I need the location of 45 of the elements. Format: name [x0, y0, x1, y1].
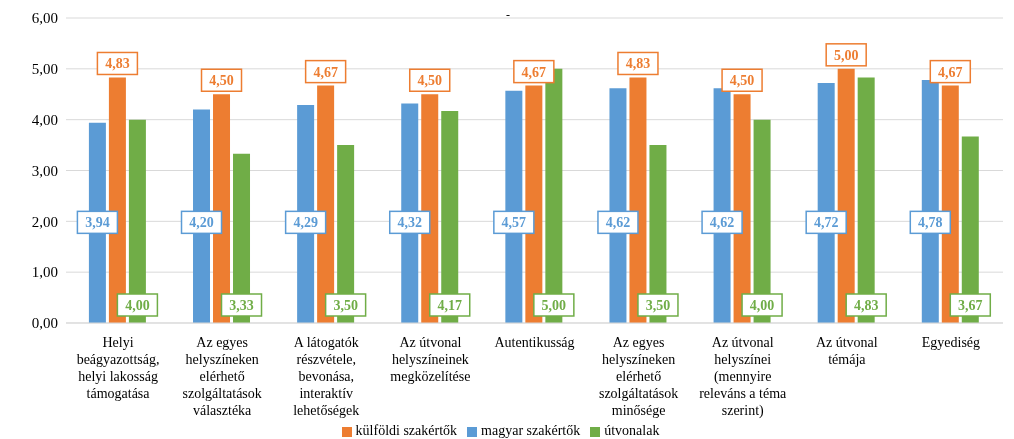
data-label: 4,67: [938, 64, 963, 80]
data-label: 4,32: [397, 215, 422, 231]
data-label: 4,78: [918, 215, 943, 231]
data-label: 5,00: [833, 47, 859, 63]
legend-label: külföldi szakértők: [355, 423, 458, 438]
data-label: 4,29: [293, 215, 318, 231]
data-label: 4,20: [189, 215, 214, 231]
data-label: 3,50: [333, 298, 358, 313]
data-label: 4,00: [125, 298, 150, 313]
legend-label: magyar szakértők: [481, 423, 581, 438]
y-tick-label: 2,00: [31, 213, 58, 230]
data-label: 4,62: [605, 215, 631, 231]
y-tick-label: 5,00: [31, 61, 58, 78]
data-label: 4,00: [749, 298, 775, 313]
legend-label: útvonalak: [604, 423, 660, 438]
y-tick-label: 1,00: [31, 264, 58, 281]
data-label: 5,00: [541, 298, 567, 313]
y-tick-label: 6,00: [31, 10, 58, 27]
data-label: 3,50: [645, 298, 671, 313]
x-tick-label: Egyediség: [921, 334, 981, 350]
y-tick-label: 4,00: [31, 111, 58, 128]
chart-title: -: [506, 8, 510, 22]
data-label: 4,50: [209, 73, 234, 89]
x-tick-label: Autentikusság: [494, 334, 575, 350]
data-label: 4,83: [625, 56, 651, 72]
x-tick-label: Az útvonal helyszínei (mennyire releváns a téma szerint): [699, 334, 788, 419]
data-label: 4,62: [709, 215, 735, 231]
x-tick-label: Helyi beágyazottság, helyi lakosság támogatása: [76, 334, 160, 401]
x-tick-label: Az egyes helyszíneken elérhető szolgáltatások választéka: [182, 334, 262, 418]
data-label: 4,50: [729, 73, 755, 89]
data-label: 3,33: [229, 298, 254, 313]
data-label: 4,83: [853, 298, 879, 313]
y-tick-label: 0,00: [31, 315, 58, 332]
data-label: 3,67: [958, 298, 983, 313]
data-label: 4,17: [437, 298, 462, 313]
data-label: 4,67: [313, 64, 338, 80]
y-tick-label: 3,00: [31, 162, 58, 179]
data-label: 4,72: [813, 215, 839, 231]
x-tick-label: Az útvonal témája: [815, 334, 878, 367]
data-label: 4,57: [501, 215, 527, 231]
data-label: 3,94: [85, 215, 110, 231]
data-label: 4,67: [521, 64, 547, 80]
data-label: 4,50: [417, 73, 442, 89]
data-label: 4,83: [105, 56, 130, 72]
x-tick-label: Az útvonal helyszíneinek megközelítése: [390, 334, 471, 384]
